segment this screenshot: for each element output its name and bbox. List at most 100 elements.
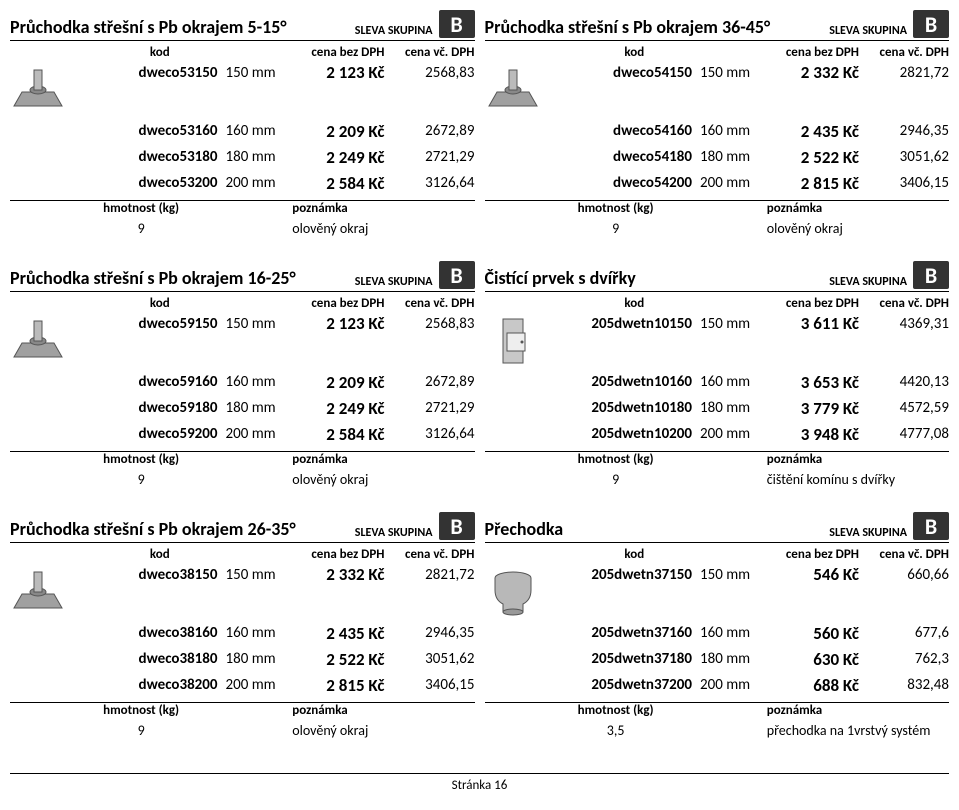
product-dimension: 180 mm [694,399,784,417]
product-dimension: 150 mm [220,566,310,584]
price-vat: 660,66 [859,566,949,584]
discount-group-label: SLEVA SKUPINA [355,526,433,540]
table-row: dweco54200 200 mm 2 815 Kč 3406,15 [485,170,950,196]
product-code: dweco59180 [70,399,220,417]
price-vat: 2568,83 [385,315,475,333]
price-no-vat: 2 522 Kč [310,649,385,670]
col-kod: kod [10,45,310,60]
table-row: dweco54180 180 mm 2 522 Kč 3051,62 [485,144,950,170]
table-row: dweco53200 200 mm 2 584 Kč 3126,64 [10,170,475,196]
col-vcdph: cena vč. DPH [385,547,475,562]
product-thumb-icon [10,62,66,118]
card-title: Přechodka [485,518,824,540]
table-row: 205dwetn10160 160 mm 3 653 Kč 4420,13 [485,369,950,395]
price-no-vat: 2 815 Kč [784,173,859,194]
note-value: olověný okraj [272,471,474,488]
table-row: 205dwetn37200 200 mm 688 Kč 832,48 [485,672,950,698]
card-title: Průchodka střešní s Pb okrajem 16-25° [10,267,349,289]
product-thumb-icon [485,313,541,369]
card-title: Průchodka střešní s Pb okrajem 26-35° [10,518,349,540]
product-dimension: 200 mm [220,174,310,192]
product-dimension: 160 mm [694,624,784,642]
price-vat: 2821,72 [859,64,949,82]
page-footer: Stránka 16 [10,773,949,793]
price-vat: 2946,35 [385,624,475,642]
col-vcdph: cena vč. DPH [859,45,949,60]
table-row: 205dwetn37150 150 mm 546 Kč 660,66 [485,564,950,620]
product-code: 205dwetn37180 [545,650,695,668]
price-no-vat: 2 209 Kč [310,372,385,393]
price-vat: 4777,08 [859,425,949,443]
table-row: dweco38180 180 mm 2 522 Kč 3051,62 [10,646,475,672]
col-kod: kod [10,296,310,311]
product-code: 205dwetn10160 [545,373,695,391]
price-no-vat: 2 209 Kč [310,121,385,142]
table-row: 205dwetn37160 160 mm 560 Kč 677,6 [485,620,950,646]
discount-group-label: SLEVA SKUPINA [829,526,907,540]
product-code: 205dwetn37150 [545,566,695,584]
price-no-vat: 3 653 Kč [784,372,859,393]
price-vat: 2672,89 [385,122,475,140]
product-code: dweco59200 [70,425,220,443]
product-card: Průchodka střešní s Pb okrajem 26-35° SL… [10,512,475,743]
discount-group-label: SLEVA SKUPINA [355,24,433,38]
product-dimension: 150 mm [220,64,310,82]
group-badge: B [439,10,475,38]
product-code: dweco38180 [70,650,220,668]
product-code: 205dwetn37200 [545,676,695,694]
product-dimension: 150 mm [694,315,784,333]
product-dimension: 150 mm [694,566,784,584]
price-vat: 2721,29 [385,399,475,417]
group-badge: B [913,512,949,540]
table-row: dweco38150 150 mm 2 332 Kč 2821,72 [10,564,475,620]
product-dimension: 150 mm [694,64,784,82]
product-code: dweco54180 [545,148,695,166]
product-catalog-page: Průchodka střešní s Pb okrajem 5-15° SLE… [10,10,949,743]
table-row: dweco59200 200 mm 2 584 Kč 3126,64 [10,421,475,447]
card-title: Průchodka střešní s Pb okrajem 36-45° [485,16,824,38]
col-weight: hmotnost (kg) [10,201,272,216]
product-thumb-icon [10,564,66,620]
price-no-vat: 560 Kč [784,623,859,644]
price-vat: 3126,64 [385,425,475,443]
price-vat: 3406,15 [859,174,949,192]
note-value: olověný okraj [272,722,474,739]
table-row: dweco59160 160 mm 2 209 Kč 2672,89 [10,369,475,395]
product-dimension: 160 mm [694,122,784,140]
product-code: dweco53150 [70,64,220,82]
col-kod: kod [485,296,785,311]
col-bezdph: cena bez DPH [310,547,385,562]
product-card: Přechodka SLEVA SKUPINA B kod cena bez D… [485,512,950,743]
col-note: poznámka [272,452,474,467]
price-no-vat: 630 Kč [784,649,859,670]
product-code: dweco54200 [545,174,695,192]
product-dimension: 200 mm [694,425,784,443]
table-row: dweco53150 150 mm 2 123 Kč 2568,83 [10,62,475,118]
price-vat: 4572,59 [859,399,949,417]
price-vat: 3051,62 [385,650,475,668]
weight-value: 9 [10,722,272,739]
discount-group-label: SLEVA SKUPINA [829,275,907,289]
table-row: 205dwetn37180 180 mm 630 Kč 762,3 [485,646,950,672]
product-thumb-icon [485,564,541,620]
price-no-vat: 2 123 Kč [310,62,385,83]
product-code: dweco38150 [70,566,220,584]
table-row: dweco59180 180 mm 2 249 Kč 2721,29 [10,395,475,421]
table-row: dweco53160 160 mm 2 209 Kč 2672,89 [10,118,475,144]
price-no-vat: 2 249 Kč [310,147,385,168]
table-row: 205dwetn10150 150 mm 3 611 Kč 4369,31 [485,313,950,369]
product-dimension: 200 mm [220,425,310,443]
price-no-vat: 2 584 Kč [310,424,385,445]
group-badge: B [439,261,475,289]
col-vcdph: cena vč. DPH [385,45,475,60]
col-bezdph: cena bez DPH [784,547,859,562]
col-weight: hmotnost (kg) [485,703,747,718]
weight-value: 9 [485,471,747,488]
table-row: dweco38200 200 mm 2 815 Kč 3406,15 [10,672,475,698]
col-note: poznámka [747,452,949,467]
product-card: Průchodka střešní s Pb okrajem 36-45° SL… [485,10,950,241]
price-no-vat: 688 Kč [784,675,859,696]
col-note: poznámka [272,703,474,718]
product-code: dweco54160 [545,122,695,140]
product-dimension: 180 mm [220,148,310,166]
